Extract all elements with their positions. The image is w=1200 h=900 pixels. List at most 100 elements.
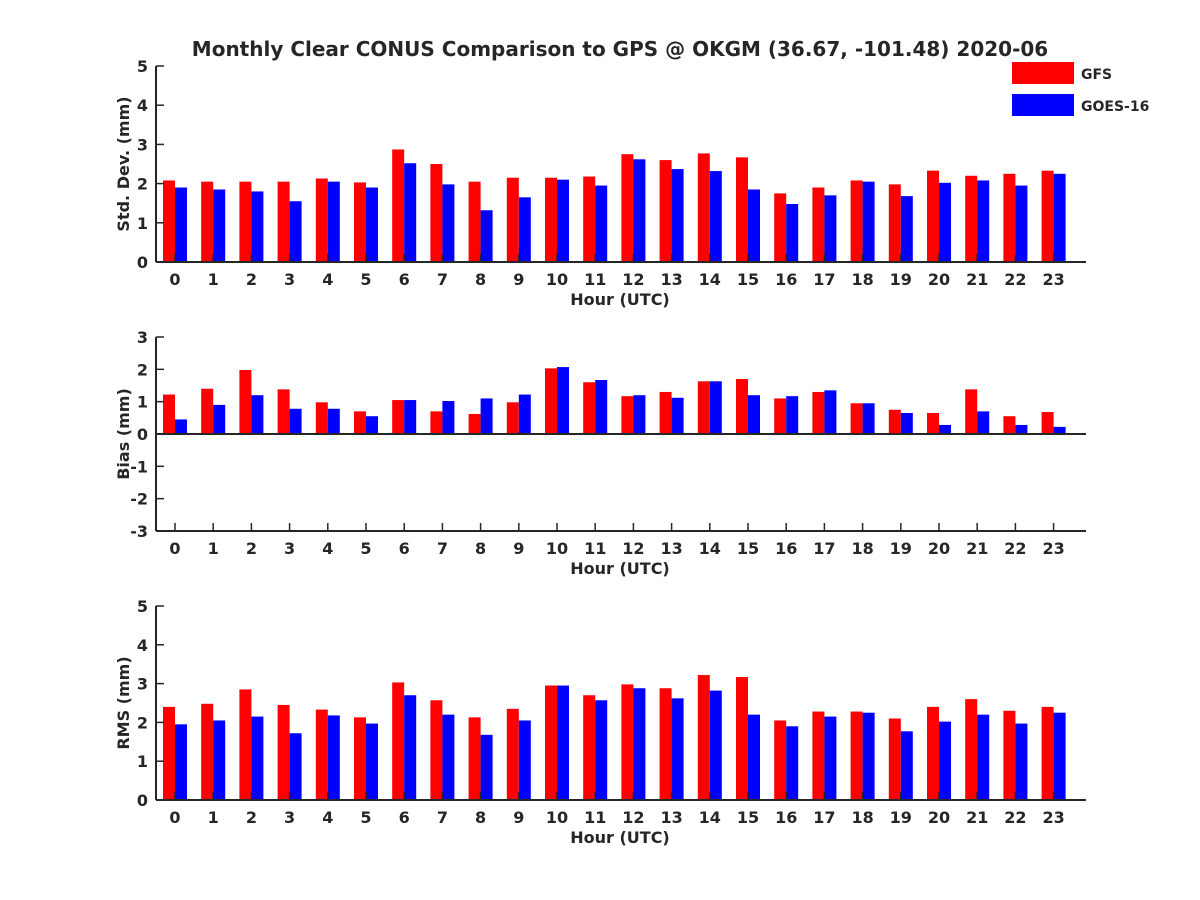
std-dev-x-tick-label: 0 <box>169 270 180 289</box>
rms-x-tick-label: 3 <box>284 808 295 827</box>
rms-bar-goes16-22 <box>1015 723 1028 800</box>
std-dev-bar-goes16-20 <box>939 182 951 262</box>
rms-bar-goes16-19 <box>900 731 913 800</box>
std-dev-bar-gfs-15 <box>736 157 748 262</box>
std-dev-bar-gfs-11 <box>583 176 596 262</box>
std-dev-bar-gfs-12 <box>621 154 634 262</box>
bias-bar-goes16-8 <box>480 398 493 434</box>
bias-bar-gfs-22 <box>1003 416 1016 434</box>
bias-x-tick-label: 22 <box>1004 539 1026 558</box>
rms-bar-goes16-6 <box>404 695 417 800</box>
bias-y-tick-label: 2 <box>137 360 148 379</box>
std-dev-x-tick-label: 8 <box>475 270 486 289</box>
rms-y-tick-label: 2 <box>137 713 148 732</box>
bias-x-tick-label: 2 <box>246 539 257 558</box>
bias-x-tick-label: 16 <box>775 539 797 558</box>
bias-y-tick-label: -1 <box>130 457 148 476</box>
bias-y-axis-title: Bias (mm) <box>114 388 133 480</box>
std-dev-bar-goes16-14 <box>709 171 722 262</box>
rms-bar-gfs-21 <box>965 699 978 800</box>
bias-y-tick-label: 0 <box>137 425 148 444</box>
std-dev-bar-gfs-21 <box>965 175 978 262</box>
bias-bar-goes16-1 <box>213 404 226 434</box>
std-dev-bar-goes16-10 <box>557 179 569 262</box>
bias-bar-goes16-23 <box>1053 426 1066 434</box>
bias-bar-gfs-16 <box>774 398 787 434</box>
std-dev-x-tick-label: 15 <box>737 270 759 289</box>
bias-bar-goes16-5 <box>366 416 378 434</box>
std-dev-bar-gfs-14 <box>697 153 710 262</box>
bias-bar-gfs-15 <box>736 379 748 434</box>
bias-bar-gfs-3 <box>277 389 290 434</box>
rms-bar-gfs-9 <box>506 708 519 800</box>
rms-x-tick-label: 15 <box>737 808 759 827</box>
rms-bar-gfs-18 <box>850 711 863 800</box>
rms-x-tick-label: 20 <box>928 808 950 827</box>
std-dev-y-tick-label: 2 <box>137 175 148 194</box>
rms-bar-goes16-5 <box>366 723 378 800</box>
std-dev-x-tick-label: 16 <box>775 270 797 289</box>
bias-x-tick-label: 19 <box>890 539 912 558</box>
rms-bar-gfs-14 <box>697 675 710 800</box>
rms-bar-gfs-8 <box>468 717 481 800</box>
std-dev-bar-gfs-5 <box>354 182 366 262</box>
bias-x-tick-label: 4 <box>322 539 333 558</box>
rms-x-tick-label: 4 <box>322 808 333 827</box>
bias-bar-gfs-1 <box>201 388 214 434</box>
rms-bar-goes16-14 <box>709 690 722 800</box>
bias-x-axis-title: Hour (UTC) <box>570 559 670 578</box>
bias-bar-goes16-16 <box>786 396 799 434</box>
bias-bar-goes16-15 <box>748 395 760 434</box>
bias-bar-gfs-8 <box>468 413 481 434</box>
rms-x-tick-label: 8 <box>475 808 486 827</box>
bias-y-tick-label: 1 <box>137 393 148 412</box>
std-dev-bar-goes16-7 <box>442 184 455 262</box>
bias-bar-goes16-13 <box>671 397 684 434</box>
bias-bar-goes16-14 <box>709 381 722 434</box>
bias-bar-gfs-2 <box>239 369 252 434</box>
bias-bar-goes16-18 <box>862 403 875 434</box>
rms-bar-goes16-13 <box>671 698 684 800</box>
rms-x-tick-label: 12 <box>622 808 644 827</box>
bias-bar-goes16-11 <box>595 380 608 434</box>
rms-x-tick-label: 22 <box>1004 808 1026 827</box>
rms-bar-goes16-16 <box>786 726 799 800</box>
std-dev-bar-gfs-13 <box>659 160 672 262</box>
legend-swatch-gfs <box>1012 62 1074 84</box>
rms-x-tick-label: 9 <box>513 808 524 827</box>
std-dev-bar-gfs-9 <box>506 177 519 262</box>
bias-bar-goes16-22 <box>1015 424 1028 434</box>
std-dev-x-tick-label: 22 <box>1004 270 1026 289</box>
rms-x-tick-label: 0 <box>169 808 180 827</box>
bias-bar-goes16-3 <box>289 408 302 434</box>
std-dev-bar-gfs-19 <box>888 184 901 262</box>
rms-bar-goes16-0 <box>175 724 187 800</box>
bias-x-tick-label: 14 <box>699 539 721 558</box>
rms-x-tick-label: 16 <box>775 808 797 827</box>
std-dev-bar-goes16-13 <box>671 169 684 262</box>
bias-x-tick-label: 9 <box>513 539 524 558</box>
rms-x-axis-title: Hour (UTC) <box>570 828 670 847</box>
std-dev-x-tick-label: 18 <box>851 270 873 289</box>
std-dev-bar-goes16-8 <box>480 210 493 262</box>
std-dev-y-tick-label: 5 <box>137 57 148 76</box>
bias-bar-gfs-11 <box>583 382 596 434</box>
rms-bar-gfs-1 <box>201 703 214 800</box>
std-dev-bar-goes16-12 <box>633 159 646 262</box>
std-dev-bar-gfs-18 <box>850 180 863 262</box>
bias-x-tick-label: 17 <box>813 539 835 558</box>
std-dev-bar-gfs-16 <box>774 193 787 262</box>
rms-x-tick-label: 11 <box>584 808 606 827</box>
rms-y-tick-label: 1 <box>137 752 148 771</box>
std-dev-bar-goes16-3 <box>289 201 302 262</box>
rms-bar-goes16-23 <box>1053 712 1066 800</box>
bias-bar-goes16-4 <box>327 408 340 434</box>
figure-title: Monthly Clear CONUS Comparison to GPS @ … <box>192 37 1048 61</box>
bias-bar-goes16-12 <box>633 395 646 434</box>
std-dev-bar-goes16-19 <box>900 196 913 262</box>
std-dev-bar-goes16-18 <box>862 181 875 262</box>
bias-bar-gfs-10 <box>545 368 557 434</box>
bias-x-tick-label: 6 <box>399 539 410 558</box>
